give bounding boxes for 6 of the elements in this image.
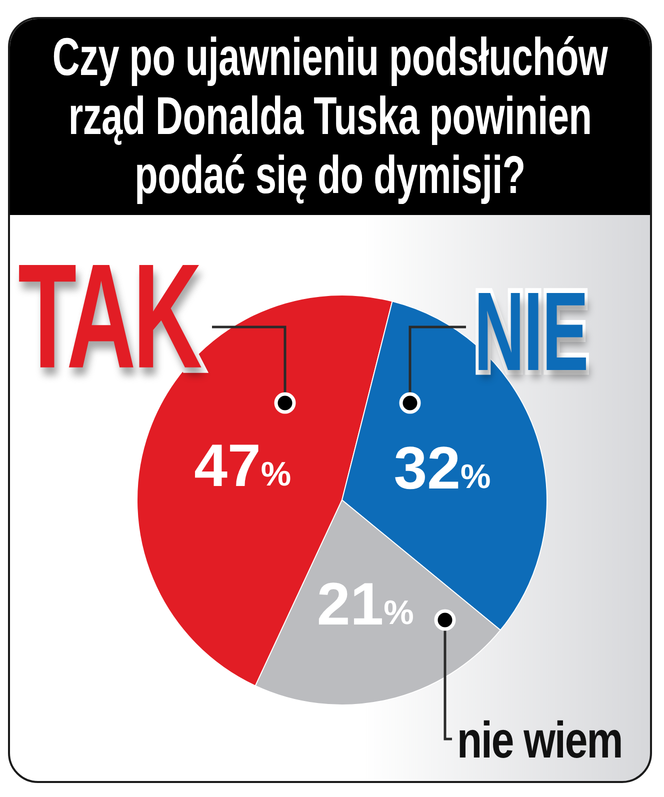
slice-label: nie wiem	[457, 711, 622, 768]
slice-label: NIE	[474, 269, 588, 394]
data-label: 47%	[194, 432, 292, 500]
data-label: 32%	[394, 434, 491, 502]
data-label: 21%	[316, 570, 414, 638]
chart-title: Czy po ujawnieniu podsłuchów rząd Donalda Tuska powinien podać się do dymisji?	[51, 29, 609, 206]
